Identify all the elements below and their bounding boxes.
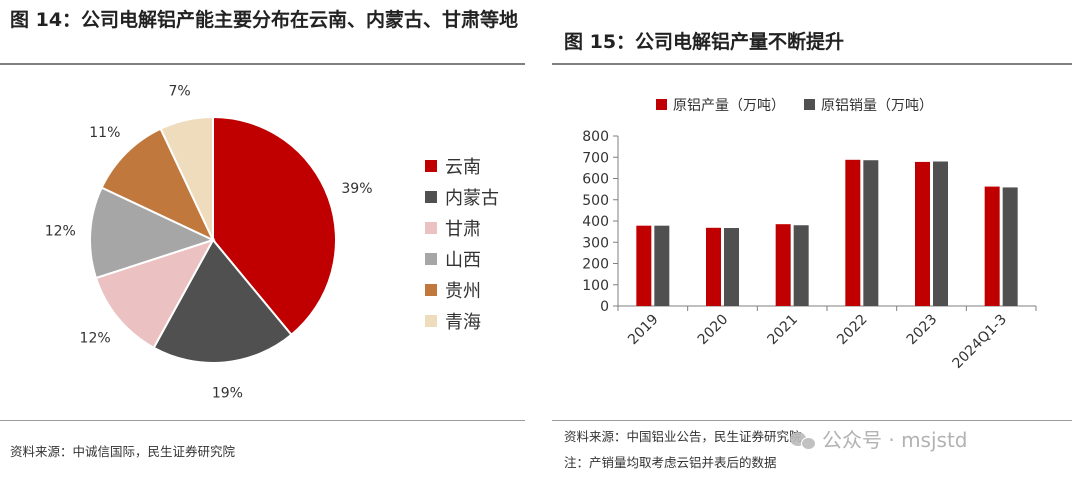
top-divider bbox=[0, 63, 525, 65]
bottom-divider bbox=[0, 420, 525, 421]
y-tick-label: 500 bbox=[582, 193, 609, 209]
x-tick-label: 2021 bbox=[764, 312, 801, 349]
bar bbox=[724, 228, 739, 306]
pie-slice bbox=[89, 186, 216, 280]
y-tick-label: 800 bbox=[582, 129, 609, 145]
bar bbox=[793, 225, 809, 306]
y-tick-label: 400 bbox=[582, 214, 609, 230]
bar bbox=[863, 160, 879, 306]
pie-data-label: 39% bbox=[341, 181, 372, 197]
y-tick-label: 300 bbox=[582, 235, 609, 251]
bar bbox=[933, 161, 948, 306]
pie-data-label: 19% bbox=[212, 385, 243, 401]
legend-label: 青海 bbox=[445, 312, 481, 333]
legend-swatch bbox=[425, 315, 437, 327]
y-tick-label: 600 bbox=[582, 172, 609, 188]
bottom-divider bbox=[552, 420, 1072, 421]
bar bbox=[845, 159, 861, 306]
legend-label: 甘肃 bbox=[445, 219, 481, 240]
x-tick-label: 2020 bbox=[695, 312, 732, 349]
legend-label: 原铝产量（万吨） bbox=[673, 98, 785, 114]
legend-swatch bbox=[804, 99, 815, 110]
pie-slice bbox=[159, 115, 214, 241]
watermark: 公众号 · msjstd bbox=[790, 424, 968, 453]
x-tick-label: 2023 bbox=[904, 312, 941, 349]
x-tick-label: 2019 bbox=[625, 312, 662, 349]
legend-label: 原铝销量（万吨） bbox=[821, 98, 933, 114]
y-tick-label: 700 bbox=[582, 150, 609, 166]
pie-source: 资料来源：中诚信国际，民生证券研究院 bbox=[10, 444, 236, 459]
bar bbox=[706, 227, 721, 306]
bar-source: 资料来源：中国铝业公告，民生证券研究院 bbox=[564, 429, 802, 444]
x-tick-label: 2022 bbox=[834, 312, 871, 349]
legend-label: 云南 bbox=[445, 157, 481, 178]
pie-figure-title: 图 14：公司电解铝产能主要分布在云南、内蒙古、甘肃等地 bbox=[10, 9, 519, 31]
bar bbox=[984, 186, 1000, 306]
legend-swatch bbox=[656, 99, 667, 110]
legend-swatch bbox=[425, 160, 437, 172]
bar bbox=[915, 161, 930, 306]
bar-note: 注：产销量均取考虑云铝并表后的数据 bbox=[564, 455, 777, 470]
pie-slice bbox=[94, 238, 216, 350]
right-panel: 图 15：公司电解铝产量不断提升 原铝产量（万吨） 原铝销量（万吨） 0 100 200… bbox=[552, 0, 1080, 483]
legend-swatch bbox=[425, 284, 437, 296]
legend-label: 贵州 bbox=[445, 281, 481, 302]
pie-slice bbox=[212, 115, 337, 337]
y-tick-label: 100 bbox=[582, 278, 609, 294]
bar bbox=[654, 225, 670, 306]
top-divider bbox=[552, 63, 1072, 65]
wechat-icon bbox=[790, 430, 816, 450]
watermark-text: 公众号 · msjstd bbox=[822, 428, 968, 452]
y-tick-label: 200 bbox=[582, 257, 609, 273]
bar bbox=[775, 224, 791, 306]
pie-data-label: 12% bbox=[80, 331, 111, 347]
y-tick-label: 0 bbox=[600, 299, 609, 315]
pie-data-label: 7% bbox=[169, 84, 191, 100]
legend-label: 内蒙古 bbox=[445, 188, 499, 209]
bar bbox=[636, 225, 652, 306]
bar bbox=[1002, 187, 1018, 306]
pie-data-label: 11% bbox=[89, 125, 120, 141]
bar-chart: 原铝产量（万吨） 原铝销量（万吨） 0 100 200 300 400 500 600 700 80… bbox=[582, 98, 1037, 372]
legend-swatch bbox=[425, 222, 437, 234]
pie-data-label: 12% bbox=[45, 223, 76, 239]
x-tick-label: 2024Q1-3 bbox=[950, 312, 1010, 372]
left-panel: 图 14：公司电解铝产能主要分布在云南、内蒙古、甘肃等地 39% 19% 12% 12… bbox=[0, 0, 525, 483]
legend-label: 山西 bbox=[445, 250, 481, 271]
pie-slice bbox=[100, 127, 216, 243]
legend-swatch bbox=[425, 191, 437, 203]
bar-figure-title: 图 15：公司电解铝产量不断提升 bbox=[564, 31, 845, 53]
legend-swatch bbox=[425, 253, 437, 265]
pie-slice bbox=[152, 238, 293, 364]
